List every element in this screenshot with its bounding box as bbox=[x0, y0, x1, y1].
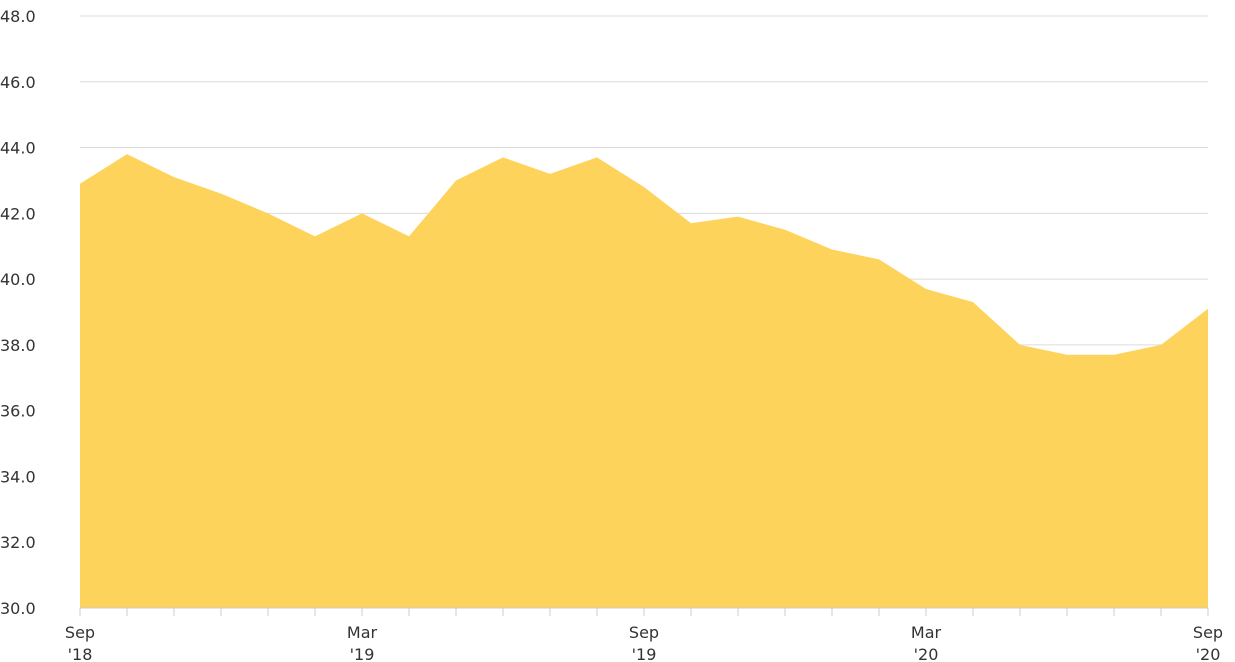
y-tick-label: 46.0 bbox=[0, 73, 36, 92]
y-tick-label: 32.0 bbox=[0, 533, 36, 552]
y-tick-label: 38.0 bbox=[0, 336, 36, 355]
x-tick-label: Sep '18 bbox=[65, 623, 95, 662]
y-tick-label: 44.0 bbox=[0, 139, 36, 158]
y-tick-label: 30.0 bbox=[0, 599, 36, 618]
area bbox=[80, 154, 1208, 608]
y-tick-label: 42.0 bbox=[0, 204, 36, 223]
x-tick-label: Sep '19 bbox=[629, 623, 659, 662]
y-tick-label: 40.0 bbox=[0, 270, 36, 289]
x-tick-label: Sep '20 bbox=[1193, 623, 1223, 662]
y-tick-label: 34.0 bbox=[0, 467, 36, 486]
x-tick-label: Mar '19 bbox=[347, 623, 378, 662]
y-tick-label: 36.0 bbox=[0, 402, 36, 421]
x-tick-label: Mar '20 bbox=[911, 623, 942, 662]
y-tick-label: 48.0 bbox=[0, 7, 36, 26]
